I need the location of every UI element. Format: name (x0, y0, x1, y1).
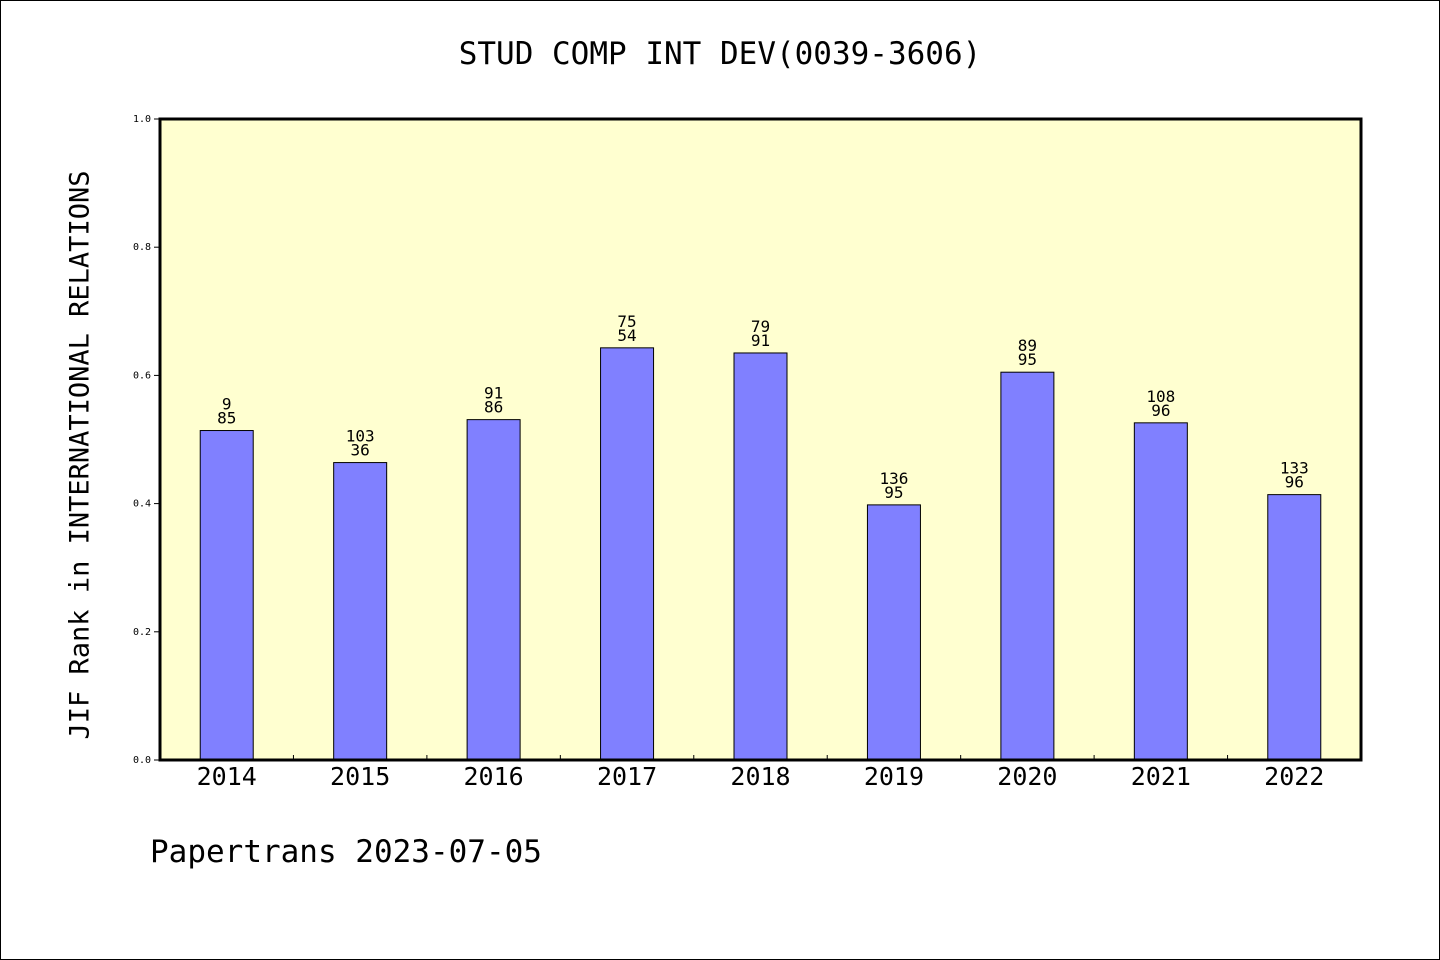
bar (466, 419, 521, 761)
y-tick-label: 0.2 (133, 627, 151, 638)
bar (199, 430, 254, 761)
bar-label-top: 9 (222, 395, 232, 414)
bar-label-bottom: 96 (1151, 401, 1170, 420)
x-tick-label: 2015 (330, 762, 390, 791)
y-tick-label: 0.8 (133, 242, 151, 253)
y-tick-label: 0.6 (133, 370, 151, 381)
y-tick-label: 0.4 (133, 499, 151, 510)
bar-label-top: 79 (751, 317, 770, 336)
x-tick-label: 2016 (464, 762, 524, 791)
bar-label-bottom: 95 (884, 483, 903, 502)
x-tick-label: 2017 (597, 762, 657, 791)
bar-label-top: 133 (1280, 459, 1309, 478)
bar-label-top: 89 (1018, 336, 1037, 355)
x-tick-label: 2021 (1131, 762, 1191, 791)
bar (600, 347, 655, 761)
bar (866, 504, 921, 761)
bar-label-top: 136 (879, 469, 908, 488)
y-tick-label: 0.0 (133, 755, 151, 766)
y-tick-label: 1.0 (133, 114, 151, 125)
bar-label-top: 91 (484, 384, 503, 403)
bar-label-bottom: 85 (217, 409, 236, 428)
chart-title: STUD COMP INT DEV(0039-3606) (458, 36, 982, 72)
bar-label-bottom: 36 (351, 441, 370, 460)
bar (733, 352, 788, 761)
bar-label-bottom: 96 (1285, 473, 1304, 492)
footer-text: Papertrans 2023-07-05 (150, 834, 542, 870)
x-tick-label: 2018 (730, 762, 790, 791)
bar-label-bottom: 91 (751, 331, 770, 350)
x-tick-label: 2022 (1264, 762, 1324, 791)
bar (1267, 494, 1322, 761)
bar-label-bottom: 95 (1018, 350, 1037, 369)
bar-label-top: 103 (346, 427, 375, 446)
plot-border (158, 117, 1363, 762)
bar (1000, 371, 1055, 761)
bar-label-top: 108 (1146, 387, 1175, 406)
bar-label-top: 75 (617, 312, 636, 331)
x-tick-label: 2019 (864, 762, 924, 791)
bar (1133, 422, 1188, 761)
bar-label-bottom: 54 (617, 326, 636, 345)
x-tick-label: 2020 (997, 762, 1057, 791)
bar-label-bottom: 86 (484, 398, 503, 417)
bar (333, 462, 388, 761)
x-tick-label: 2014 (197, 762, 257, 791)
